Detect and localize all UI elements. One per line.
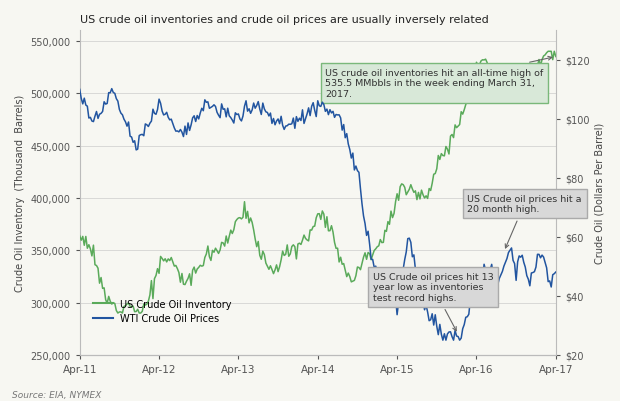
Text: US crude oil inventories hit an all-time high of
535.5 MMbbls in the week ending: US crude oil inventories hit an all-time… [326,57,552,99]
Legend: US Crude Oil Inventory, WTI Crude Oil Prices: US Crude Oil Inventory, WTI Crude Oil Pr… [89,295,236,328]
Y-axis label: Crude Oil (Dollars Per Barrel): Crude Oil (Dollars Per Barrel) [595,123,605,263]
Text: US crude oil inventories and crude oil prices are usually inversely related: US crude oil inventories and crude oil p… [80,15,489,25]
Y-axis label: Crude Oil Inventory  (Thousand  Barrels): Crude Oil Inventory (Thousand Barrels) [15,95,25,292]
Text: Source: EIA, NYMEX: Source: EIA, NYMEX [12,390,102,399]
Text: US Crude oil prices hit a
20 month high.: US Crude oil prices hit a 20 month high. [467,194,582,248]
Text: US Crude oil prices hit 13
year low as inventories
test record highs.: US Crude oil prices hit 13 year low as i… [373,272,494,331]
